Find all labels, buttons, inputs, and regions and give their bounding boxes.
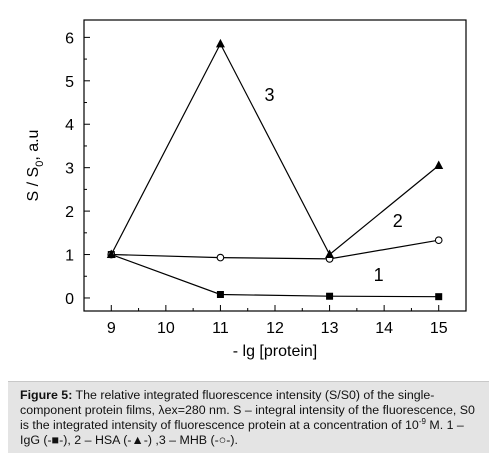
data-point-square [435,293,443,301]
y-tick-label: 5 [65,74,74,91]
y-tick-label: 3 [65,161,74,178]
series-label-3: 3 [265,85,275,105]
plot-frame [83,19,467,312]
data-point-triangle [106,249,116,259]
data-point-square [326,292,334,300]
y-axis-label: S / S0, a.u [25,130,46,202]
data-point-triangle [434,160,444,169]
data-point-square [216,290,224,298]
caption-superscript: -9 [418,416,426,426]
y-tick-label: 1 [65,248,74,265]
y-tick-label: 2 [65,204,74,221]
labels-layer: 1 2 3 [265,85,403,285]
data-point-circle [434,236,443,245]
series-layer [106,38,444,301]
x-tick-label: 13 [321,320,339,337]
data-point-circle [216,253,225,262]
x-tick-label: 11 [212,320,229,337]
data-point-triangle [215,38,225,48]
data-point-triangle [325,249,335,259]
figure-caption: Figure 5: The relative integrated fluore… [8,381,489,453]
series-line-2 [111,239,439,260]
series-line-1 [111,253,439,298]
plot-border [83,19,467,312]
series-label-1: 1 [374,265,384,285]
x-tick-label: 14 [375,320,393,337]
x-tick-label: 10 [157,320,175,337]
series-3 [106,38,444,259]
x-tick-label: 9 [107,320,116,337]
y-tick-label: 6 [65,30,74,47]
x-axis-label: - lg [protein] [233,343,317,360]
y-tick-label: 0 [65,291,74,308]
caption-label: Figure 5: [20,388,73,402]
series-line-3 [110,42,440,256]
x-tick-label: 12 [266,320,284,337]
y-tick-label: 4 [65,117,74,134]
series-2 [107,236,443,263]
x-tick-label: 15 [430,320,448,337]
series-label-2: 2 [393,211,403,231]
caption-text-1: The relative integrated fluorescence int… [20,388,475,432]
caption-text-2: M. 1 – IgG (-■-), 2 – HSA (-▲-) ,3 – MHB… [20,418,464,447]
